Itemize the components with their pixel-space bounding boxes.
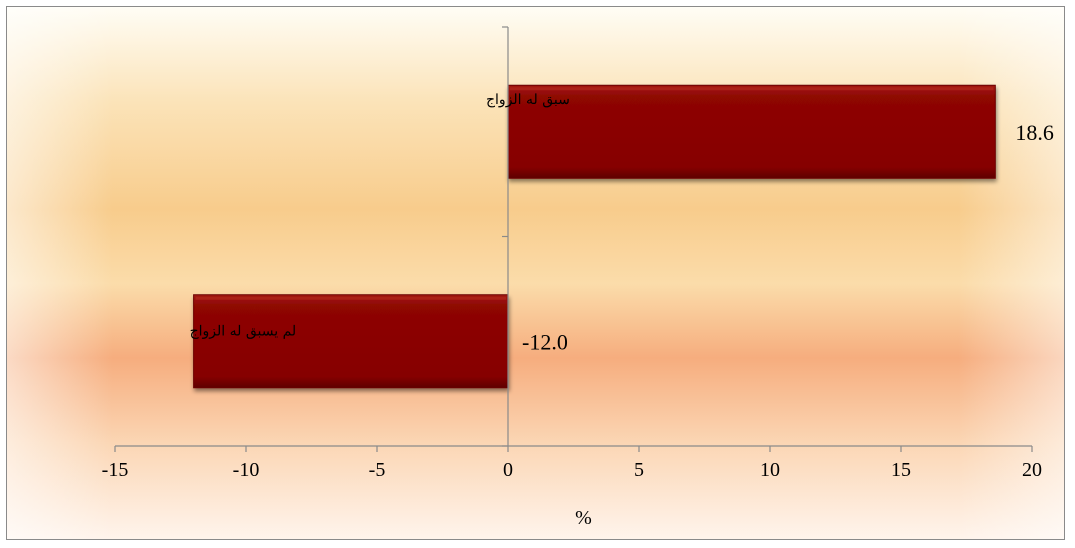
category-label: سبق له الزواج [486,92,570,108]
x-tick-label: 20 [1022,459,1042,481]
bar [193,294,509,389]
x-tick-label: 15 [891,459,911,481]
x-tick-label: 0 [503,459,513,481]
bar [507,84,996,179]
data-label: -12.0 [522,329,568,354]
x-tick-label: 5 [634,459,644,481]
bar-chart: -15 -10 -5 0 5 10 15 20% سبق له الزواج 18.6 لم يسب… [7,7,1064,539]
bar-highlight [195,296,506,300]
plot-area: -15 -10 -5 0 5 10 15 20% سبق له الزواج 18.6 لم يسب… [102,26,1054,529]
x-axis-title: % [575,507,592,529]
category-label: لم يسبق له الزواج [190,323,297,339]
data-label: 18.6 [1015,120,1054,145]
bar-highlight [510,87,994,91]
x-tick-label: -15 [102,459,129,481]
chart-frame: -15 -10 -5 0 5 10 15 20% سبق له الزواج 18.6 لم يسب… [6,6,1065,540]
x-tick-label: 10 [760,459,780,481]
x-tick-label: -10 [233,459,260,481]
x-tick-label: -5 [369,459,386,481]
